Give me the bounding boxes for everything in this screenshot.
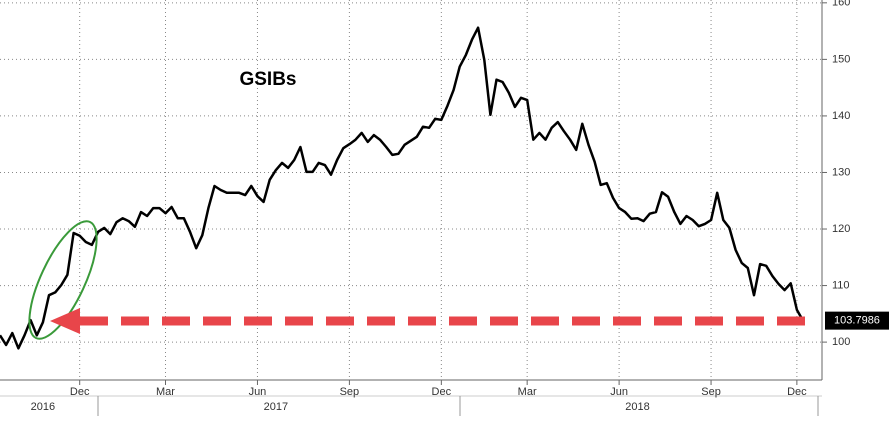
x-tick-label: Dec — [432, 386, 452, 398]
x-tick-label: Mar — [518, 386, 537, 398]
x-tick-label: Jun — [610, 386, 628, 398]
arrow-head — [50, 308, 80, 334]
y-tick-label: 150 — [832, 53, 850, 65]
x-tick-label: Mar — [156, 386, 175, 398]
highlight-ellipse — [28, 220, 98, 340]
y-tick-label: 160 — [832, 0, 850, 9]
x-tick-label: Sep — [340, 386, 360, 398]
last-value-label: 103.7986 — [834, 315, 880, 327]
last-value-box — [825, 311, 889, 330]
x-tick-label: Dec — [787, 386, 807, 398]
y-tick-label: 110 — [832, 279, 850, 291]
y-tick-label: 130 — [832, 166, 850, 178]
x-tick-label: Jun — [249, 386, 267, 398]
y-tick-label: 100 — [832, 336, 850, 348]
y-tick-label: 120 — [832, 223, 850, 235]
year-label: 2016 — [31, 401, 55, 413]
series-line — [0, 26, 805, 350]
year-label: 2018 — [625, 401, 649, 413]
chart-title: GSIBs — [239, 69, 296, 90]
plot — [0, 26, 805, 350]
x-tick-label: Dec — [70, 386, 90, 398]
year-label: 2017 — [264, 401, 288, 413]
x-tick-label: Sep — [701, 386, 721, 398]
y-tick-label: 140 — [832, 110, 850, 122]
